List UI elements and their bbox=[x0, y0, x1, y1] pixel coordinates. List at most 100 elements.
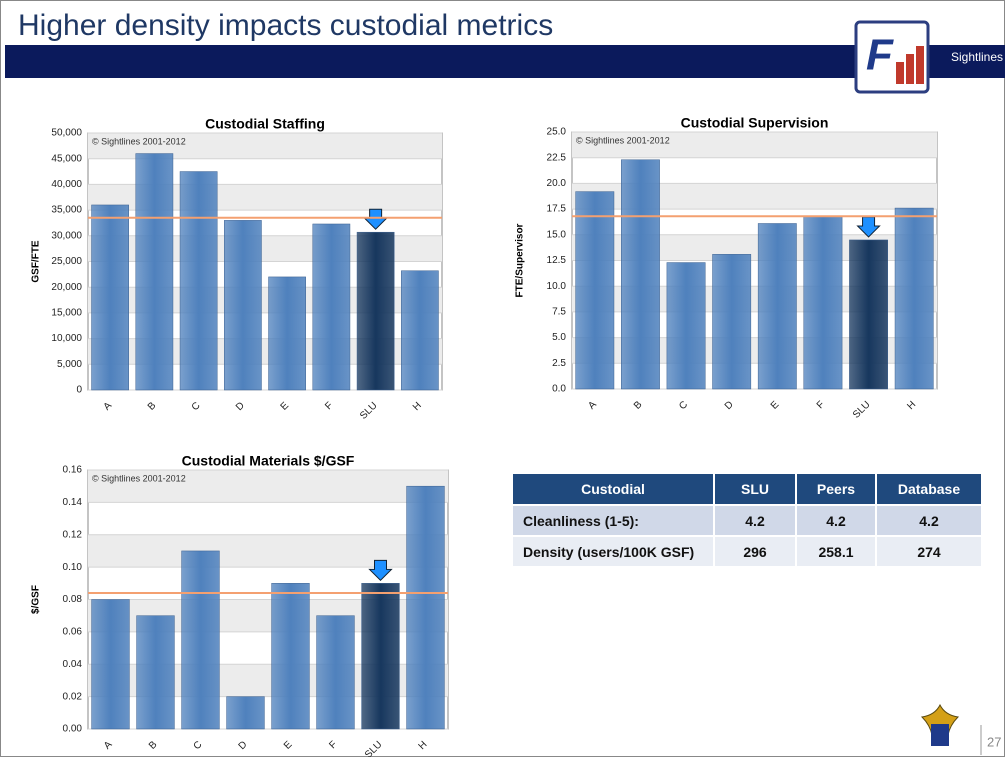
bar bbox=[91, 599, 130, 730]
bar bbox=[356, 231, 395, 391]
y-tick-label: 15.0 bbox=[547, 229, 567, 240]
x-tick-label: SLU bbox=[358, 400, 380, 422]
y-tick-label: 0.02 bbox=[63, 691, 83, 702]
bar bbox=[312, 223, 351, 391]
y-tick-label: 17.5 bbox=[547, 204, 567, 215]
y-tick-label: 0.12 bbox=[63, 529, 83, 540]
y-tick-label: 0.16 bbox=[63, 465, 83, 476]
bar bbox=[361, 583, 400, 730]
x-tick-label: E bbox=[279, 400, 292, 413]
cell: 296 bbox=[715, 537, 795, 566]
bar bbox=[179, 171, 218, 391]
chart-title: Custodial Materials $/GSF bbox=[182, 453, 355, 469]
y-tick-label: 0.04 bbox=[63, 659, 83, 670]
highlight-arrow bbox=[368, 559, 393, 582]
cell: 4.2 bbox=[797, 506, 875, 535]
slide-title: Higher density impacts custodial metrics bbox=[18, 9, 553, 42]
crest-shield bbox=[931, 724, 949, 746]
y-axis-label: GSF/FTE bbox=[31, 240, 42, 283]
bar bbox=[135, 153, 174, 391]
x-tick-label: F bbox=[323, 400, 335, 412]
y-tick-label: 5,000 bbox=[57, 359, 82, 370]
x-tick-label: H bbox=[411, 400, 424, 413]
y-tick-label: 0.00 bbox=[63, 724, 83, 735]
cell: 4.2 bbox=[877, 506, 981, 535]
x-tick-label: D bbox=[723, 399, 736, 412]
x-tick-label: F bbox=[327, 739, 339, 751]
bar bbox=[621, 159, 660, 390]
bar bbox=[803, 216, 843, 390]
y-tick-label: 0.06 bbox=[63, 627, 83, 638]
bar bbox=[406, 485, 445, 730]
x-tick-label: B bbox=[147, 739, 160, 752]
bar bbox=[226, 696, 265, 730]
chart-title: Custodial Supervision bbox=[681, 115, 829, 131]
bar bbox=[136, 615, 175, 730]
x-tick-label: E bbox=[769, 399, 782, 412]
y-tick-label: 5.0 bbox=[552, 332, 566, 343]
header-cell: Custodial bbox=[513, 474, 713, 504]
y-tick-label: 2.5 bbox=[552, 358, 566, 369]
x-tick-label: D bbox=[234, 400, 247, 413]
y-tick-label: 50,000 bbox=[51, 128, 82, 139]
x-tick-label: E bbox=[282, 739, 295, 752]
y-tick-label: 15,000 bbox=[51, 308, 82, 319]
logo-bar bbox=[916, 46, 924, 84]
grid-band bbox=[88, 470, 448, 503]
logo-bar bbox=[906, 54, 914, 84]
x-tick-label: F bbox=[815, 399, 827, 411]
x-tick-label: SLU bbox=[363, 739, 385, 757]
y-tick-label: 7.5 bbox=[552, 307, 566, 318]
bar bbox=[849, 239, 888, 390]
x-tick-label: D bbox=[237, 739, 250, 752]
bar bbox=[575, 191, 615, 390]
y-tick-label: 45,000 bbox=[51, 153, 82, 164]
y-tick-label: 25,000 bbox=[51, 256, 82, 267]
y-tick-label: 20,000 bbox=[51, 282, 82, 293]
row-label: Density (users/100K GSF) bbox=[513, 537, 713, 566]
copyright-note: © Sightlines 2001-2012 bbox=[92, 136, 186, 146]
x-tick-label: A bbox=[102, 400, 115, 413]
x-tick-label: C bbox=[677, 399, 690, 412]
y-tick-label: 20.0 bbox=[547, 178, 567, 189]
brand-name: Sightlines bbox=[951, 50, 1003, 64]
bar bbox=[181, 550, 220, 730]
y-tick-label: 40,000 bbox=[51, 179, 82, 190]
copyright-note: © Sightlines 2001-2012 bbox=[92, 473, 186, 483]
title-band bbox=[5, 45, 1005, 78]
highlight-arrow bbox=[856, 216, 881, 238]
bar bbox=[268, 276, 306, 391]
cell: 258.1 bbox=[797, 537, 875, 566]
logo-letter: F bbox=[866, 31, 894, 80]
y-tick-label: 25.0 bbox=[547, 127, 567, 138]
bar bbox=[666, 262, 706, 390]
bar bbox=[712, 254, 752, 390]
metrics-table: Custodial SLU Peers Database Cleanliness… bbox=[511, 472, 983, 568]
copyright-note: © Sightlines 2001-2012 bbox=[576, 135, 670, 145]
x-tick-label: SLU bbox=[851, 399, 873, 421]
chart-title: Custodial Staffing bbox=[205, 116, 325, 132]
y-tick-label: 22.5 bbox=[547, 152, 567, 163]
y-tick-label: 0.0 bbox=[552, 384, 566, 395]
x-tick-label: B bbox=[146, 400, 159, 413]
y-axis-label: FTE/Supervisor bbox=[515, 223, 526, 297]
x-tick-label: C bbox=[190, 400, 203, 413]
x-tick-label: H bbox=[417, 739, 430, 752]
header-cell: Peers bbox=[797, 474, 875, 504]
cell: 4.2 bbox=[715, 506, 795, 535]
bar bbox=[894, 207, 934, 390]
x-tick-label: B bbox=[632, 399, 645, 412]
y-tick-label: 0 bbox=[76, 385, 82, 396]
bar bbox=[224, 220, 262, 391]
bar bbox=[271, 583, 310, 730]
cell: 274 bbox=[877, 537, 981, 566]
bar bbox=[316, 615, 355, 730]
grid-band bbox=[572, 132, 937, 158]
header-cell: Database bbox=[877, 474, 981, 504]
header-cell: SLU bbox=[715, 474, 795, 504]
row-label: Cleanliness (1-5): bbox=[513, 506, 713, 535]
y-tick-label: 35,000 bbox=[51, 205, 82, 216]
y-tick-label: 0.08 bbox=[63, 594, 83, 605]
